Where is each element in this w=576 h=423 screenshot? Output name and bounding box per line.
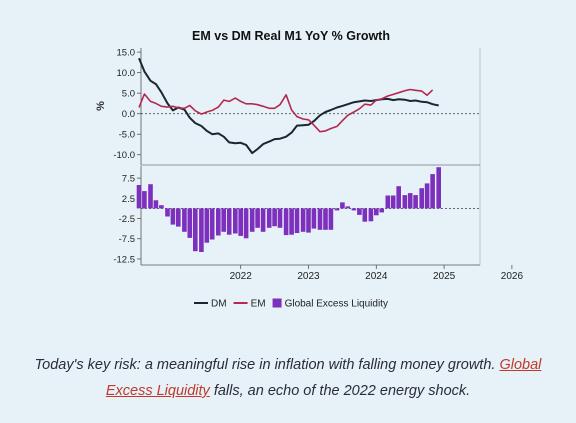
liquidity-bar [153,200,159,209]
liquidity-bar [136,185,142,209]
liquidity-bar [238,208,243,236]
liquidity-bar [300,208,306,232]
caption-text-before: Today's key risk: a meaningful rise in i… [34,357,500,373]
liquidity-bar [272,208,277,227]
x-tick-label: 2022 [230,271,253,282]
top-y-tick-label: 15.0 [117,48,136,59]
liquidity-bar [345,206,351,209]
legend-item-global-excess-liquidity: Global Excess Liquidity [272,298,388,310]
liquidity-bar [306,208,311,233]
bottom-y-tick-label: 2.5 [122,194,135,205]
liquidity-bar [413,195,418,209]
series-line-em [138,88,434,133]
liquidity-bar [148,184,153,209]
top-panel: 15.0 10.0 5.0 0.0 -5.0 -10.0 [113,48,481,265]
x-tick-label: 2026 [501,271,524,282]
liquidity-bar [221,208,226,232]
chart: EM vs DM Real M1 YoY % Growth % 15.0 10.0… [95,29,524,310]
liquidity-bar [182,208,187,232]
liquidity-bar [165,208,170,217]
liquidity-bar [385,195,391,209]
liquidity-bar [216,208,221,236]
x-axis: 2022 2023 2024 2025 2026 [230,265,524,282]
liquidity-bar [294,208,300,233]
liquidity-bar [323,208,328,230]
y-axis-label: % [95,101,107,111]
liquidity-bar [317,208,323,230]
liquidity-bar [187,208,193,238]
liquidity-bar [159,205,164,209]
liquidity-bar [379,208,384,213]
liquidity-bar [233,208,238,234]
caption: Today's key risk: a meaningful rise in i… [10,352,566,404]
top-y-tick-label: 0.0 [122,109,135,120]
liquidity-bar [362,208,368,222]
liquidity-bar [340,202,345,209]
liquidity-bar [407,193,413,209]
liquidity-bar [289,208,294,235]
liquidity-bar [311,208,317,229]
liquidity-bar [368,208,374,222]
liquidity-bar [357,208,362,215]
liquidity-bar [199,208,204,252]
liquidity-bar [419,188,424,209]
x-tick-label: 2024 [365,271,388,282]
liquidity-bar [209,208,215,240]
bottom-y-tick-label: -12.5 [113,254,135,265]
series-line-dm [138,57,439,155]
x-tick-label: 2023 [297,271,320,282]
bottom-panel: 7.5 2.5 -2.5 -7.5 -12.5 [113,166,480,265]
liquidity-bar [176,208,181,227]
liquidity-bar [277,208,283,228]
liquidity-bar [266,208,272,228]
legend-item-dm: DM [194,299,227,310]
liquidity-bar [436,167,441,209]
top-y-tick-label: -10.0 [113,150,135,161]
liquidity-bar [328,208,334,230]
legend: DM EM Global Excess Liquidity [194,298,388,310]
liquidity-bar [374,208,379,216]
liquidity-bar [255,208,260,228]
legend-label-global-excess-liquidity: Global Excess Liquidity [285,299,388,310]
global-excess-liquidity-link[interactable]: Global Excess Liquidity [105,357,542,399]
liquidity-bar [396,186,401,209]
liquidity-bar [402,195,408,209]
top-y-tick-label: 5.0 [122,89,135,100]
x-tick-label: 2025 [433,271,456,282]
liquidity-bar [390,195,396,209]
legend-label-dm: DM [211,299,227,310]
liquidity-bar [193,208,198,252]
liquidity-bar [170,208,176,225]
liquidity-bar [351,208,357,211]
liquidity-bar [142,191,147,209]
liquidity-bar [249,208,255,232]
legend-label-em: EM [251,299,266,310]
chart-container: EM vs DM Real M1 YoY % Growth % 15.0 10.0… [95,29,524,310]
bottom-y-tick-label: 7.5 [122,174,135,185]
liquidity-bar [283,208,289,236]
legend-item-em: EM [233,299,266,310]
bottom-y-tick-label: -7.5 [119,234,135,245]
top-y-tick-label: 10.0 [117,68,136,79]
liquidity-bar [424,183,430,209]
legend-swatch-global-excess-liquidity [272,298,282,308]
caption-text-after: falls, an echo of the 2022 energy shock. [209,383,471,399]
bottom-y-tick-label: -2.5 [119,214,135,225]
liquidity-bar [226,208,232,235]
liquidity-bar [260,208,266,232]
liquidity-bar [430,174,435,209]
liquidity-bar [243,208,249,239]
top-y-tick-label: -5.0 [119,130,135,141]
chart-title: EM vs DM Real M1 YoY % Growth [192,29,390,43]
liquidity-bar [204,208,210,243]
liquidity-bar [334,208,340,211]
